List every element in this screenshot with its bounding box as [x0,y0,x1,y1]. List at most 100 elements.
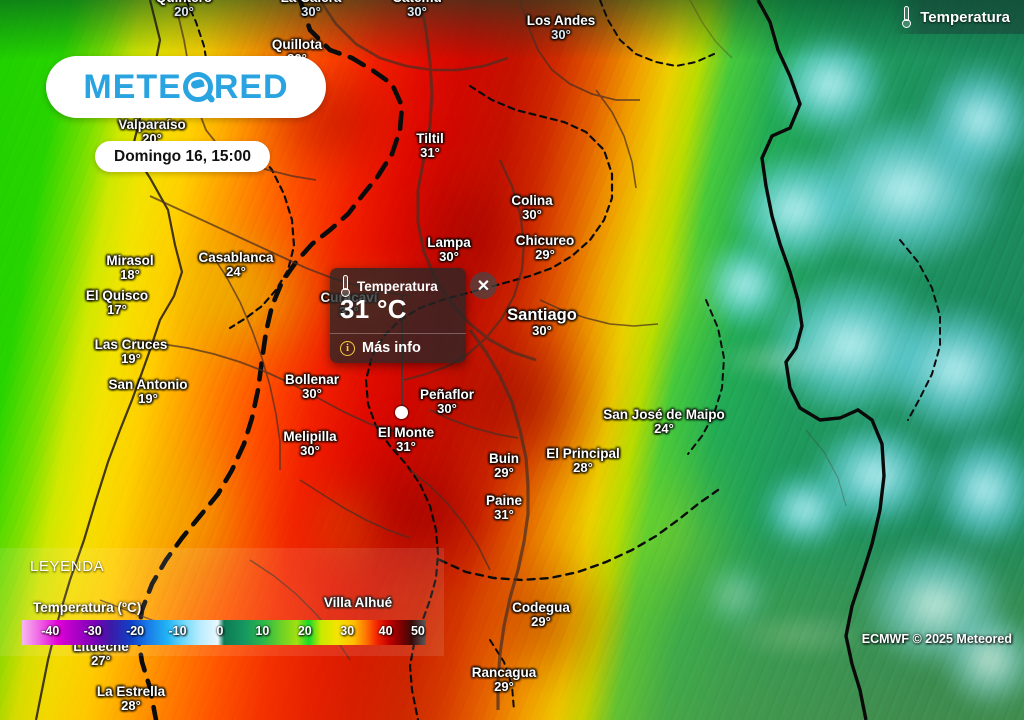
tooltip-value: 31 °C [340,294,407,324]
colorbar-ticks: -40 -30 -20 -10 0 10 20 30 40 50 [22,620,426,645]
city-temp: 31° [396,439,416,455]
logo-text-part1: METE [83,67,182,106]
colorbar-tick: -30 [83,624,102,638]
layer-title-bar: Temperatura [891,0,1024,34]
city-name: San José de Maipo [603,407,725,422]
city-name: Santiago [507,306,577,324]
city-label-las-cruces: Las Cruces 19° [95,337,168,367]
city-temp: 29° [535,247,555,263]
city-name: Tiltil [416,131,444,146]
city-name: El Quisco [85,288,149,303]
city-label-bollenar: Bollenar 30° [284,372,340,401]
city-temp: 29° [531,614,551,630]
meteored-logo[interactable]: METE RED [46,56,326,118]
colorbar-tick: -40 [41,624,60,638]
city-name: Mirasol [106,253,154,268]
city-temp: 30° [551,27,571,43]
city-name: Peñaflor [419,387,475,402]
city-name: El Monte [377,425,435,440]
city-label-la-estrella: La Estrella 28° [96,684,166,714]
city-label-colina: Colina 30° [511,193,553,223]
colorbar-tick: -10 [168,624,187,638]
city-label-penaflor: Peñaflor 30° [419,387,475,416]
colorbar-tick: -20 [126,624,145,638]
tooltip-body: Temperatura 31 °C [330,268,466,333]
city-name: Quintero [156,0,212,5]
city-label-san-jose-de-maipo: San José de Maipo 24° [603,407,725,437]
colorbar-tick: 0 [216,624,224,638]
city-name: Buin [489,451,519,466]
city-temp: 28° [121,698,141,714]
city-label-el-principal: El Principal 28° [546,446,620,476]
city-name: Bollenar [284,372,340,387]
city-temp: 30° [522,207,542,223]
close-icon[interactable]: ✕ [470,272,497,299]
selected-point-marker[interactable] [395,406,408,419]
colorbar: -40 -30 -20 -10 0 10 20 30 40 50 [22,620,426,645]
layer-title-label: Temperatura [920,8,1010,26]
city-name: Los Andes [526,13,596,28]
city-name: Chicureo [515,233,575,248]
city-temp: 24° [226,264,246,280]
close-glyph: ✕ [476,277,491,295]
temperature-tooltip: Temperatura 31 °C i Más info [330,268,466,363]
city-name: La Estrella [96,684,166,699]
city-label-el-monte: El Monte 31° [377,425,435,455]
city-label-mirasol: Mirasol 18° [106,253,154,283]
city-label-paine: Paine 31° [485,493,523,523]
meteored-logo-text: METE RED [83,68,288,107]
tooltip-header: Temperatura [340,275,456,297]
city-label-melipilla: Melipilla 30° [283,429,336,459]
city-temp: 31° [494,507,514,523]
city-temp: 31° [420,145,440,161]
city-label-el-quisco: El Quisco 17° [85,288,149,317]
city-name: Catemu [392,0,442,5]
city-temp: 30° [532,323,552,339]
city-label-buin: Buin 29° [489,451,519,480]
date-time-label: Domingo 16, 15:00 [114,147,251,165]
city-name: Rancagua [471,665,537,680]
city-temp: 19° [121,351,141,367]
city-label-casablanca: Casablanca 24° [198,250,274,280]
city-label-chicureo: Chicureo 29° [515,233,575,263]
city-temp: 28° [573,460,593,476]
city-label-codegua: Codegua 29° [512,600,570,630]
city-label-los-andes: Los Andes 30° [526,13,596,43]
city-temp: 27° [91,653,111,669]
tooltip-divider [330,333,466,334]
city-temp: 29° [494,679,514,695]
colorbar-tick: 20 [297,624,312,638]
colorbar-gradient [22,620,426,645]
logo-text-part2: RED [213,67,289,106]
colorbar-tick: 30 [340,624,355,638]
city-name: Valparaíso [118,117,186,132]
city-temp: 30° [439,249,459,265]
city-name: Colina [511,193,553,208]
city-label-santiago: Santiago 30° [507,306,577,339]
more-info-button[interactable]: i Más info [330,334,466,363]
legend-heading: LEYENDA [30,558,105,575]
city-label-san-antonio: San Antonio 19° [109,377,188,407]
meteored-raindrop-icon [182,72,213,102]
city-temp: 30° [301,4,321,20]
more-info-label: Más info [362,340,421,356]
city-temp: 19° [138,391,158,407]
city-temp: 30° [407,4,427,20]
colorbar-tick: 40 [378,624,393,638]
colorbar-tick: 10 [255,624,270,638]
city-temp: 24° [654,421,674,437]
legend-subtitle: Temperatura (ºC) [33,600,142,615]
map-attribution: ECMWF © 2025 Meteored [861,632,1012,646]
city-name: Lampa [427,235,471,250]
info-circle-icon: i [340,340,355,356]
colorbar-tick: 50 [410,624,425,638]
city-temp: 18° [120,267,140,283]
city-name: Casablanca [198,250,274,265]
city-name: Paine [485,493,523,508]
date-time-pill[interactable]: Domingo 16, 15:00 [95,141,270,172]
city-temp: 30° [300,443,320,459]
city-label-tiltil: Tiltil 31° [416,131,444,161]
city-label-catemu: Catemu 30° [392,0,442,19]
